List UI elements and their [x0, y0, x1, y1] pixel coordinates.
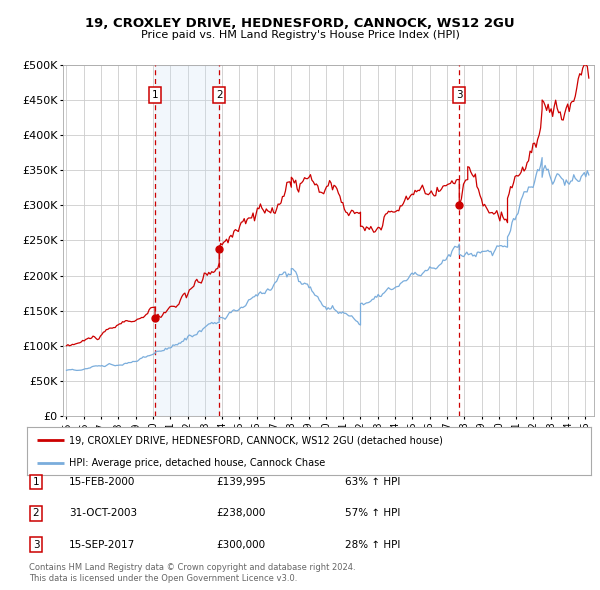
Text: 15-SEP-2017: 15-SEP-2017 — [69, 540, 135, 549]
Text: £238,000: £238,000 — [216, 509, 265, 518]
Text: Contains HM Land Registry data © Crown copyright and database right 2024.: Contains HM Land Registry data © Crown c… — [29, 563, 355, 572]
Text: 19, CROXLEY DRIVE, HEDNESFORD, CANNOCK, WS12 2GU: 19, CROXLEY DRIVE, HEDNESFORD, CANNOCK, … — [85, 17, 515, 30]
Text: 19, CROXLEY DRIVE, HEDNESFORD, CANNOCK, WS12 2GU (detached house): 19, CROXLEY DRIVE, HEDNESFORD, CANNOCK, … — [70, 435, 443, 445]
Text: £139,995: £139,995 — [216, 477, 266, 487]
Text: 57% ↑ HPI: 57% ↑ HPI — [345, 509, 400, 518]
Text: 1: 1 — [32, 477, 40, 487]
Bar — [155, 65, 219, 416]
Text: HPI: Average price, detached house, Cannock Chase: HPI: Average price, detached house, Cann… — [70, 458, 326, 468]
Text: 31-OCT-2003: 31-OCT-2003 — [69, 509, 137, 518]
Text: 2: 2 — [32, 509, 40, 518]
Text: 15-FEB-2000: 15-FEB-2000 — [69, 477, 136, 487]
Text: 1: 1 — [152, 90, 158, 100]
Text: 2: 2 — [216, 90, 223, 100]
Text: 63% ↑ HPI: 63% ↑ HPI — [345, 477, 400, 487]
Text: £300,000: £300,000 — [216, 540, 265, 549]
Text: Price paid vs. HM Land Registry's House Price Index (HPI): Price paid vs. HM Land Registry's House … — [140, 30, 460, 40]
Text: This data is licensed under the Open Government Licence v3.0.: This data is licensed under the Open Gov… — [29, 574, 297, 583]
Text: 3: 3 — [456, 90, 463, 100]
Text: 28% ↑ HPI: 28% ↑ HPI — [345, 540, 400, 549]
Text: 3: 3 — [32, 540, 40, 549]
